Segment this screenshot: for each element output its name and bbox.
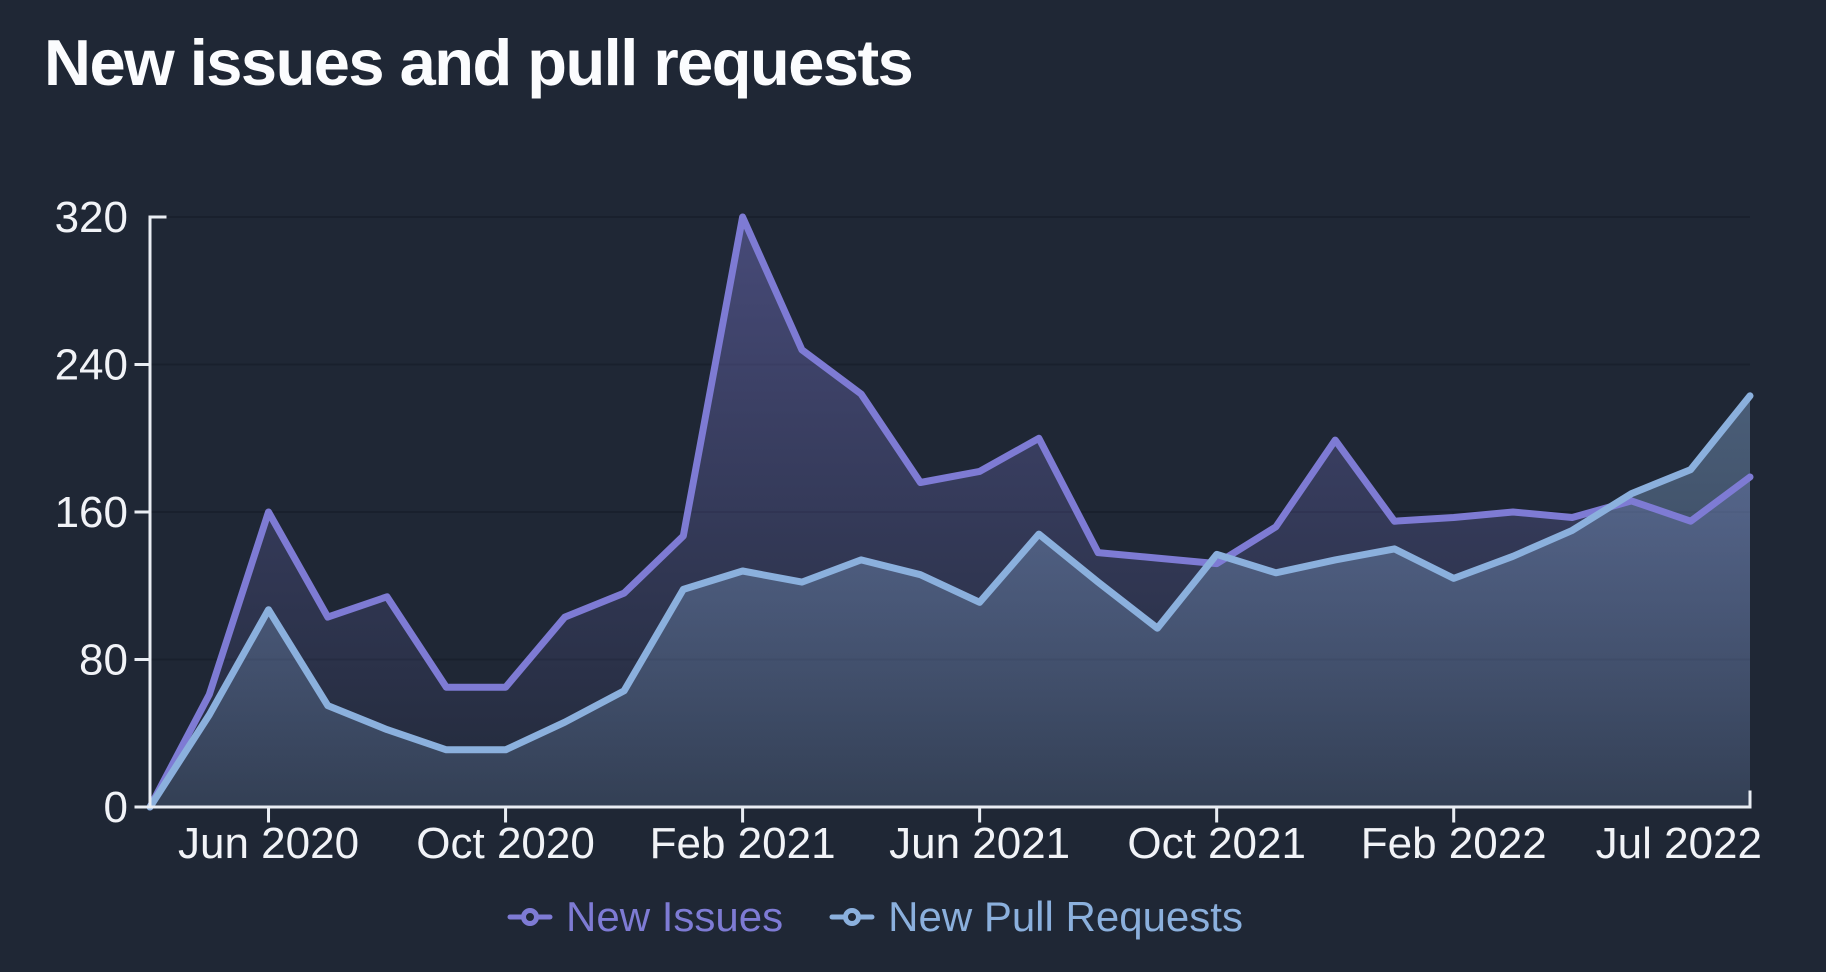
chart-legend: New Issues New Pull Requests	[0, 889, 1750, 945]
page-title: New issues and pull requests	[44, 26, 914, 99]
svg-text:Jul 2022: Jul 2022	[1596, 819, 1762, 868]
svg-text:Jun 2020: Jun 2020	[178, 819, 359, 868]
svg-text:Oct 2021: Oct 2021	[1127, 819, 1306, 868]
legend-item-new-pull-requests[interactable]: New Pull Requests	[829, 896, 1243, 938]
x-tick-labels: Jun 2020 Oct 2020 Feb 2021 Jun 2021 Oct 2021…	[178, 819, 1762, 868]
line-marker-icon	[829, 908, 875, 926]
area-new-pull-requests	[150, 395, 1750, 807]
line-new-issues	[146, 213, 1754, 811]
svg-text:Feb 2021: Feb 2021	[650, 819, 836, 868]
axes	[134, 215, 1752, 823]
series-areas	[150, 217, 1750, 807]
svg-text:240: 240	[55, 341, 128, 390]
svg-text:80: 80	[79, 636, 128, 685]
y-tick-labels: 0 80 160 240 320	[55, 193, 128, 832]
svg-text:Oct 2020: Oct 2020	[416, 819, 595, 868]
legend-label: New Pull Requests	[888, 893, 1243, 940]
line-new-pull-requests	[146, 392, 1754, 811]
legend-item-new-issues[interactable]: New Issues	[507, 896, 783, 938]
legend-label: New Issues	[566, 893, 784, 940]
line-marker-icon	[507, 908, 553, 926]
series-lines	[146, 213, 1754, 811]
svg-text:320: 320	[55, 193, 128, 242]
svg-text:160: 160	[55, 488, 128, 537]
svg-text:Feb 2022: Feb 2022	[1361, 819, 1547, 868]
svg-text:0: 0	[104, 783, 128, 832]
svg-text:Jun 2021: Jun 2021	[889, 819, 1070, 868]
